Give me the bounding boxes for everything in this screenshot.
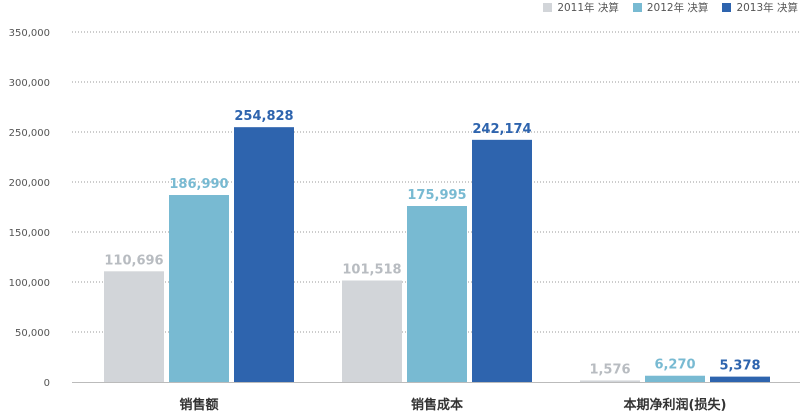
legend-item-2012: 2012年 决算 <box>632 0 709 15</box>
legend-label-2013: 2013年 决算 <box>736 1 798 14</box>
category-label: 销售成本 <box>411 397 463 411</box>
bar <box>472 139 532 382</box>
data-label: 6,270 <box>654 358 695 373</box>
bar <box>580 380 640 382</box>
legend-swatch-2011 <box>543 2 553 12</box>
y-tick-label: 150,000 <box>9 228 50 239</box>
y-tick-label: 300,000 <box>9 78 50 89</box>
bar <box>710 376 770 382</box>
bar <box>342 280 402 382</box>
data-label: 5,378 <box>719 359 760 374</box>
y-tick-label: 50,000 <box>15 328 50 339</box>
y-tick-label: 100,000 <box>9 278 50 289</box>
bar <box>169 195 229 382</box>
legend-label-2012: 2012年 决算 <box>646 1 709 14</box>
y-tick-label: 250,000 <box>9 128 50 139</box>
legend-swatch-2012 <box>632 2 642 12</box>
chart-legend: 2011年 决算 2012年 决算 2013年 决算 <box>543 0 798 14</box>
legend-label-2011: 2011年 决算 <box>557 1 619 14</box>
category-label: 销售额 <box>179 397 218 411</box>
legend-swatch-2013 <box>722 2 732 12</box>
bar <box>104 271 164 382</box>
y-tick-label: 0 <box>44 378 50 389</box>
data-label: 110,696 <box>104 253 163 268</box>
data-label: 254,828 <box>234 109 293 124</box>
data-label: 186,990 <box>169 177 228 192</box>
bar <box>645 375 705 382</box>
data-label: 242,174 <box>472 122 531 137</box>
bar <box>407 206 467 382</box>
data-label: 101,518 <box>342 262 401 277</box>
y-tick-label: 350,000 <box>9 28 50 39</box>
category-label: 本期净利润(损失) <box>624 397 727 411</box>
bar <box>234 127 294 382</box>
data-label: 175,995 <box>407 188 466 203</box>
legend-item-2011: 2011年 决算 <box>543 0 619 15</box>
legend-item-2013: 2013年 决算 <box>722 0 798 15</box>
y-tick-label: 200,000 <box>9 178 50 189</box>
data-label: 1,576 <box>589 362 630 377</box>
